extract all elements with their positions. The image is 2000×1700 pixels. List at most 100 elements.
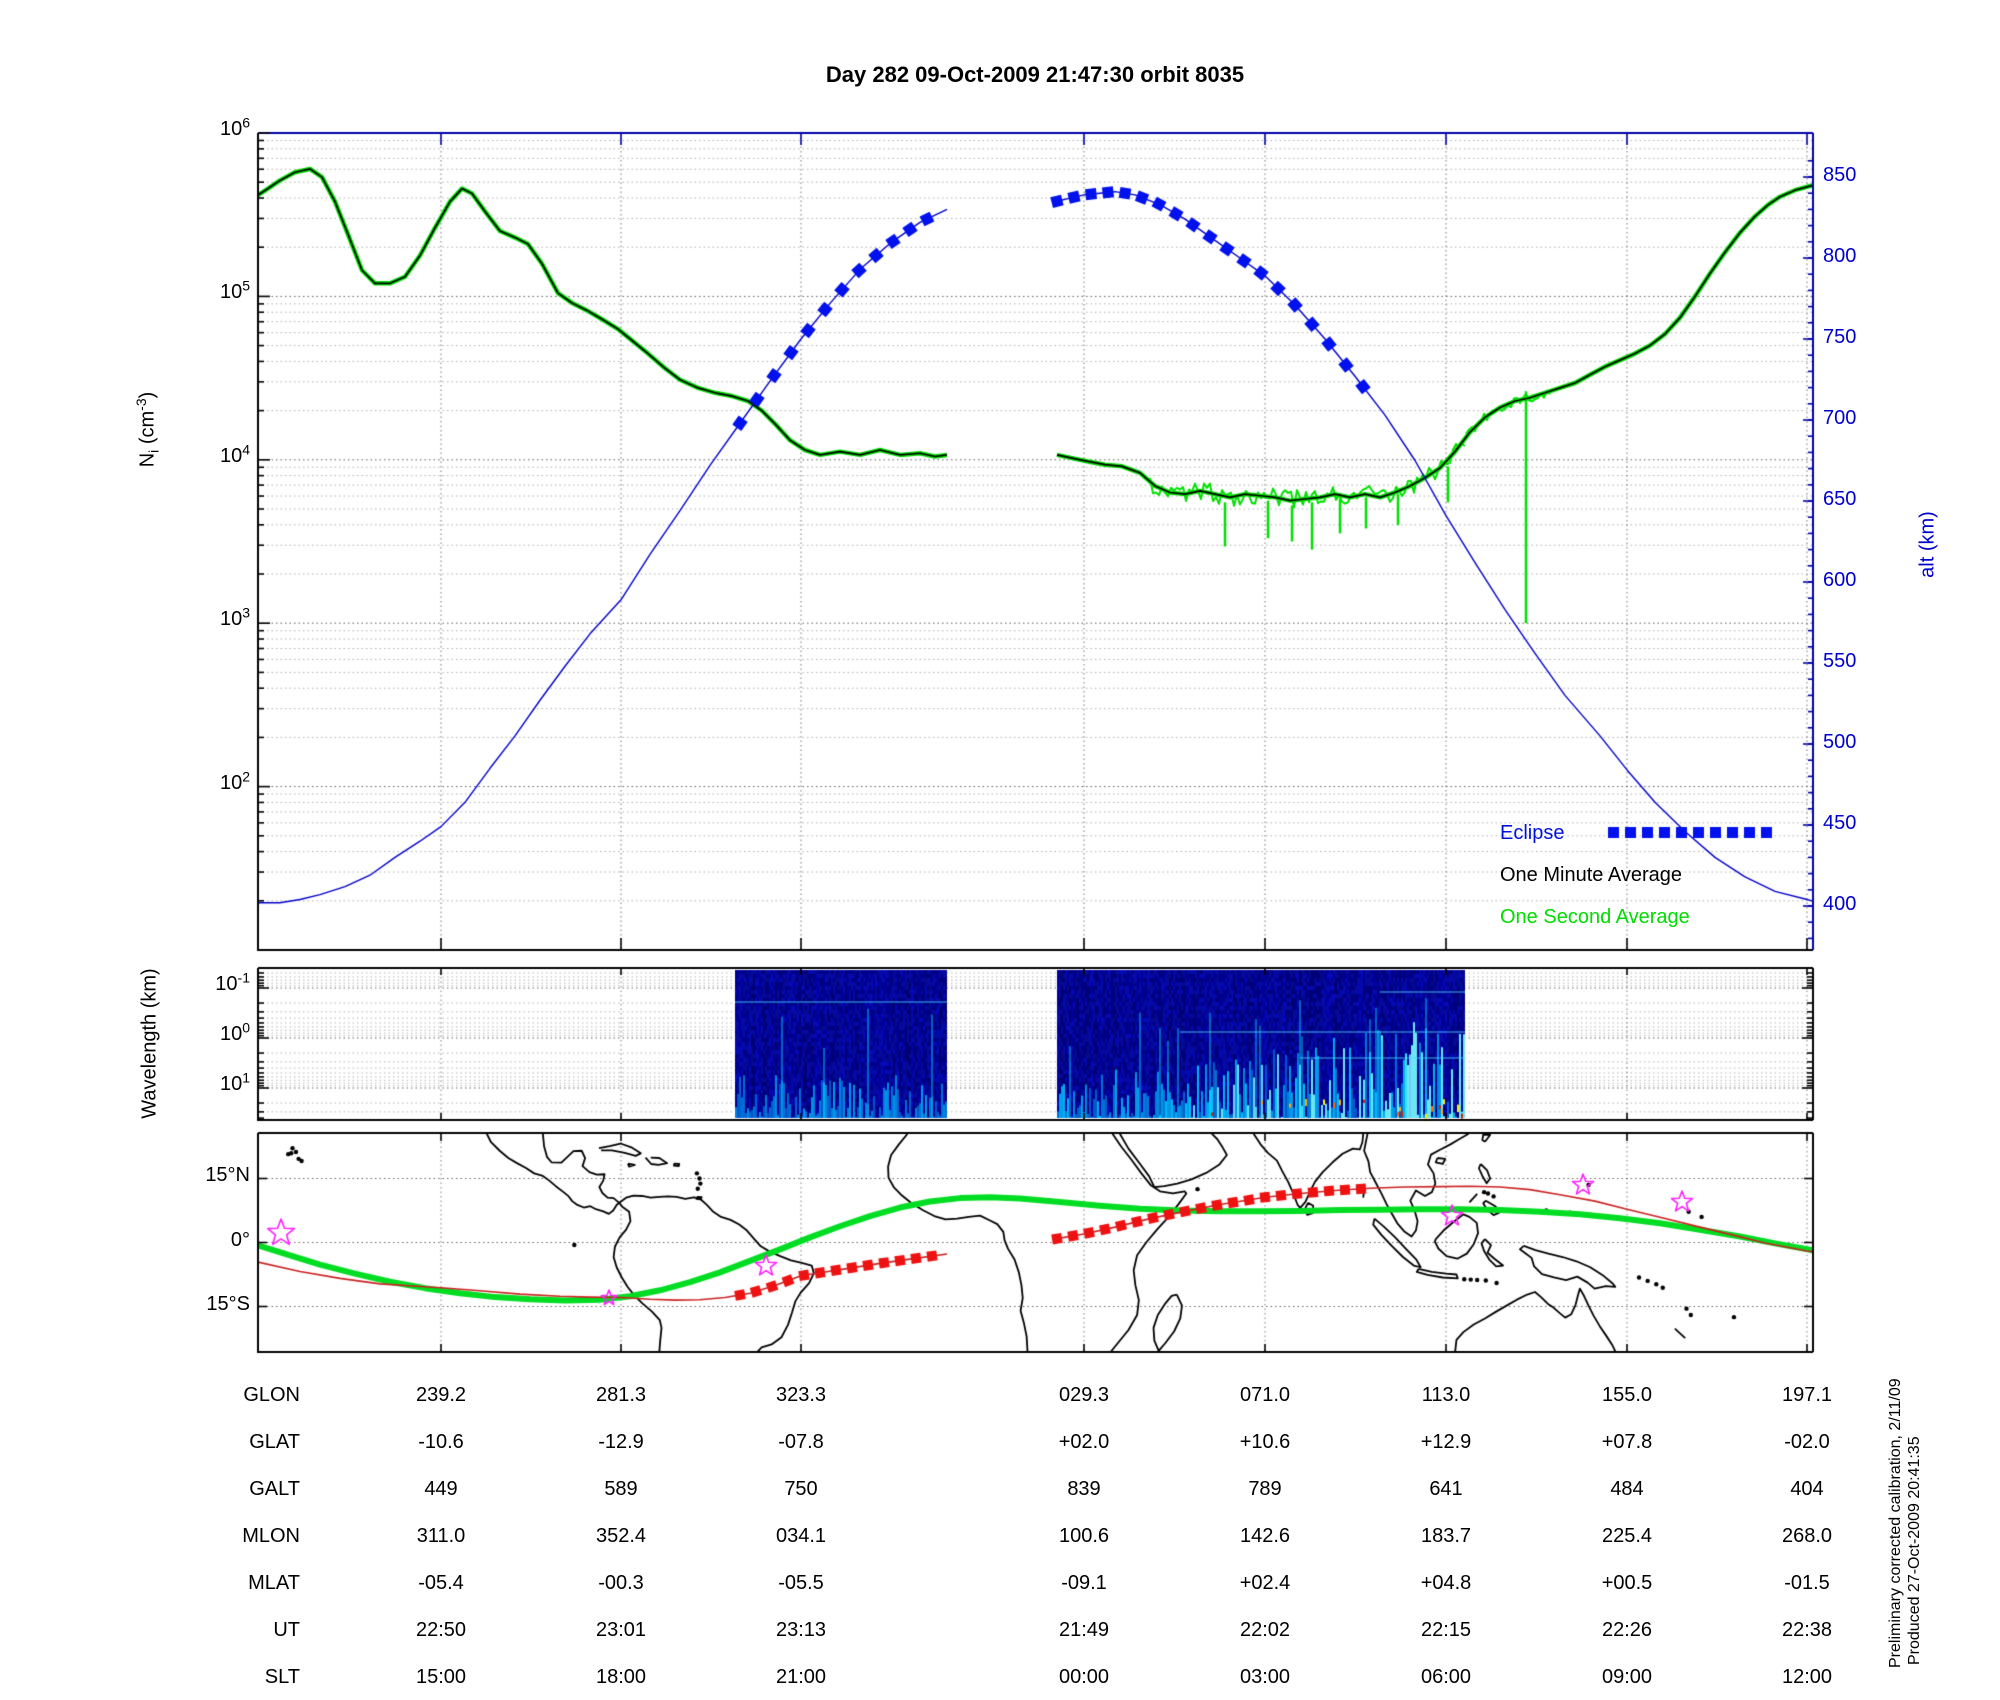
alt-tick-550: 550 bbox=[1823, 650, 1857, 672]
wavelength-tick-1e0: 100 bbox=[219, 1019, 250, 1045]
alt-tick-700: 700 bbox=[1823, 407, 1857, 429]
table-row-label-SLT: SLT bbox=[264, 1666, 300, 1688]
table-cell-GALT-1: 589 bbox=[604, 1478, 638, 1500]
table-cell-MLON-6: 225.4 bbox=[1601, 1525, 1653, 1547]
density-axis-label: Ni (cm-3) bbox=[132, 391, 162, 468]
table-cell-GLAT-6: +07.8 bbox=[1601, 1431, 1653, 1453]
table-cell-MLON-1: 352.4 bbox=[595, 1525, 647, 1547]
table-row-label-UT: UT bbox=[273, 1619, 300, 1641]
alt-tick-750: 750 bbox=[1823, 326, 1857, 348]
density-tick-1e5: 105 bbox=[219, 277, 250, 304]
alt-tick-600: 600 bbox=[1823, 569, 1857, 591]
density-tick-1e2: 102 bbox=[219, 767, 250, 794]
table-cell-UT-6: 22:26 bbox=[1601, 1619, 1653, 1641]
table-cell-SLT-6: 09:00 bbox=[1601, 1666, 1653, 1688]
table-cell-GLON-7: 197.1 bbox=[1781, 1384, 1833, 1406]
wavelength-tick-1e1: 101 bbox=[219, 1069, 250, 1095]
table-cell-GLON-0: 239.2 bbox=[415, 1384, 467, 1406]
table-cell-GLAT-3: +02.0 bbox=[1058, 1431, 1110, 1453]
table-row-label-MLAT: MLAT bbox=[248, 1572, 300, 1594]
lat-tick-15°S: 15°S bbox=[206, 1292, 250, 1315]
table-cell-MLON-3: 100.6 bbox=[1058, 1525, 1110, 1547]
alt-tick-500: 500 bbox=[1823, 731, 1857, 753]
legend-item-2: One Second Average bbox=[1500, 906, 1690, 928]
table-row-label-MLON: MLON bbox=[242, 1525, 300, 1547]
table-row-label-GLON: GLON bbox=[243, 1384, 300, 1406]
table-cell-UT-1: 23:01 bbox=[595, 1619, 647, 1641]
table-cell-MLON-0: 311.0 bbox=[416, 1525, 466, 1547]
table-cell-GLAT-2: -07.8 bbox=[778, 1431, 824, 1453]
density-tick-1e3-exp: 3 bbox=[242, 604, 250, 621]
table-cell-GLON-4: 071.0 bbox=[1239, 1384, 1291, 1406]
table-cell-GLON-1: 281.3 bbox=[595, 1384, 647, 1406]
alt-tick-400: 400 bbox=[1823, 893, 1857, 915]
table-row-label-GALT: GALT bbox=[249, 1478, 300, 1500]
table-cell-MLON-7: 268.0 bbox=[1781, 1525, 1833, 1547]
table-cell-SLT-1: 18:00 bbox=[595, 1666, 647, 1688]
density-tick-1e5-exp: 5 bbox=[242, 277, 250, 294]
table-cell-GALT-7: 404 bbox=[1790, 1478, 1824, 1500]
table-cell-MLON-4: 142.6 bbox=[1239, 1525, 1291, 1547]
wavelength-tick-1e-1: 10-1 bbox=[215, 969, 250, 995]
legend-item-0: Eclipse bbox=[1500, 822, 1565, 844]
alt-tick-650: 650 bbox=[1823, 488, 1857, 510]
table-cell-UT-5: 22:15 bbox=[1420, 1619, 1472, 1641]
table-cell-MLAT-7: -01.5 bbox=[1784, 1572, 1830, 1594]
table-cell-GLAT-4: +10.6 bbox=[1239, 1431, 1291, 1453]
density-tick-1e6-exp: 6 bbox=[242, 114, 250, 131]
table-cell-GALT-5: 641 bbox=[1429, 1478, 1463, 1500]
table-cell-GALT-6: 484 bbox=[1610, 1478, 1644, 1500]
table-cell-GLON-6: 155.0 bbox=[1601, 1384, 1653, 1406]
legend-item-1: One Minute Average bbox=[1500, 864, 1682, 886]
table-cell-GALT-4: 789 bbox=[1248, 1478, 1282, 1500]
table-cell-GLAT-1: -12.9 bbox=[598, 1431, 644, 1453]
altitude-axis-label: alt (km) bbox=[1916, 511, 1939, 578]
table-cell-MLAT-0: -05.4 bbox=[418, 1572, 464, 1594]
table-row-label-GLAT: GLAT bbox=[249, 1431, 300, 1453]
density-tick-1e4: 104 bbox=[219, 441, 250, 467]
table-cell-GLAT-0: -10.6 bbox=[418, 1431, 464, 1453]
table-cell-GLON-3: 029.3 bbox=[1058, 1384, 1110, 1406]
chart-title: Day 282 09-Oct-2009 21:47:30 orbit 8035 bbox=[825, 62, 1245, 87]
density-tick-1e3: 103 bbox=[219, 604, 250, 631]
table-cell-MLAT-5: +04.8 bbox=[1420, 1572, 1472, 1594]
alt-tick-800: 800 bbox=[1823, 245, 1857, 267]
table-cell-MLAT-6: +00.5 bbox=[1601, 1572, 1653, 1594]
density-tick-1e4-exp: 4 bbox=[242, 441, 250, 458]
table-cell-GLAT-5: +12.9 bbox=[1420, 1431, 1472, 1453]
table-cell-SLT-5: 06:00 bbox=[1420, 1666, 1472, 1688]
table-cell-GLON-2: 323.3 bbox=[775, 1384, 827, 1406]
lat-tick-0°: 0° bbox=[230, 1228, 250, 1251]
table-cell-SLT-4: 03:00 bbox=[1239, 1666, 1291, 1688]
table-cell-SLT-0: 15:00 bbox=[415, 1666, 467, 1688]
table-cell-MLON-5: 183.7 bbox=[1420, 1525, 1472, 1547]
table-cell-GLON-5: 113.0 bbox=[1421, 1384, 1471, 1406]
density-tick-1e6: 106 bbox=[219, 114, 250, 140]
wavelength-tick-1e-1-exp: -1 bbox=[237, 969, 250, 986]
lat-tick-15°N: 15°N bbox=[205, 1164, 250, 1187]
alt-tick-450: 450 bbox=[1823, 812, 1857, 834]
wavelength-axis-label: Wavelength (km) bbox=[138, 968, 161, 1119]
table-cell-UT-0: 22:50 bbox=[415, 1619, 467, 1641]
table-cell-GALT-2: 750 bbox=[784, 1478, 818, 1500]
table-cell-UT-3: 21:49 bbox=[1058, 1619, 1110, 1641]
table-cell-MLON-2: 034.1 bbox=[775, 1525, 827, 1547]
annotation-calibration: Preliminary corrected calibration, 2/11/… bbox=[1887, 1378, 1904, 1668]
density-tick-1e2-exp: 2 bbox=[242, 767, 250, 784]
table-cell-MLAT-2: -05.5 bbox=[778, 1572, 824, 1594]
alt-tick-850: 850 bbox=[1823, 164, 1857, 186]
table-cell-UT-2: 23:13 bbox=[775, 1619, 827, 1641]
table-cell-SLT-3: 00:00 bbox=[1058, 1666, 1110, 1688]
table-cell-GALT-3: 839 bbox=[1067, 1478, 1101, 1500]
table-cell-GLAT-7: -02.0 bbox=[1784, 1431, 1830, 1453]
table-cell-MLAT-4: +02.4 bbox=[1239, 1572, 1291, 1594]
wavelength-tick-1e0-exp: 0 bbox=[242, 1019, 250, 1036]
table-cell-MLAT-3: -09.1 bbox=[1061, 1572, 1107, 1594]
table-cell-SLT-7: 12:00 bbox=[1781, 1666, 1833, 1688]
table-cell-SLT-2: 21:00 bbox=[775, 1666, 827, 1688]
table-cell-UT-4: 22:02 bbox=[1239, 1619, 1291, 1641]
annotation-produced: Produced 27-Oct-2009 20:41:35 bbox=[1906, 1436, 1923, 1665]
table-cell-GALT-0: 449 bbox=[424, 1478, 458, 1500]
